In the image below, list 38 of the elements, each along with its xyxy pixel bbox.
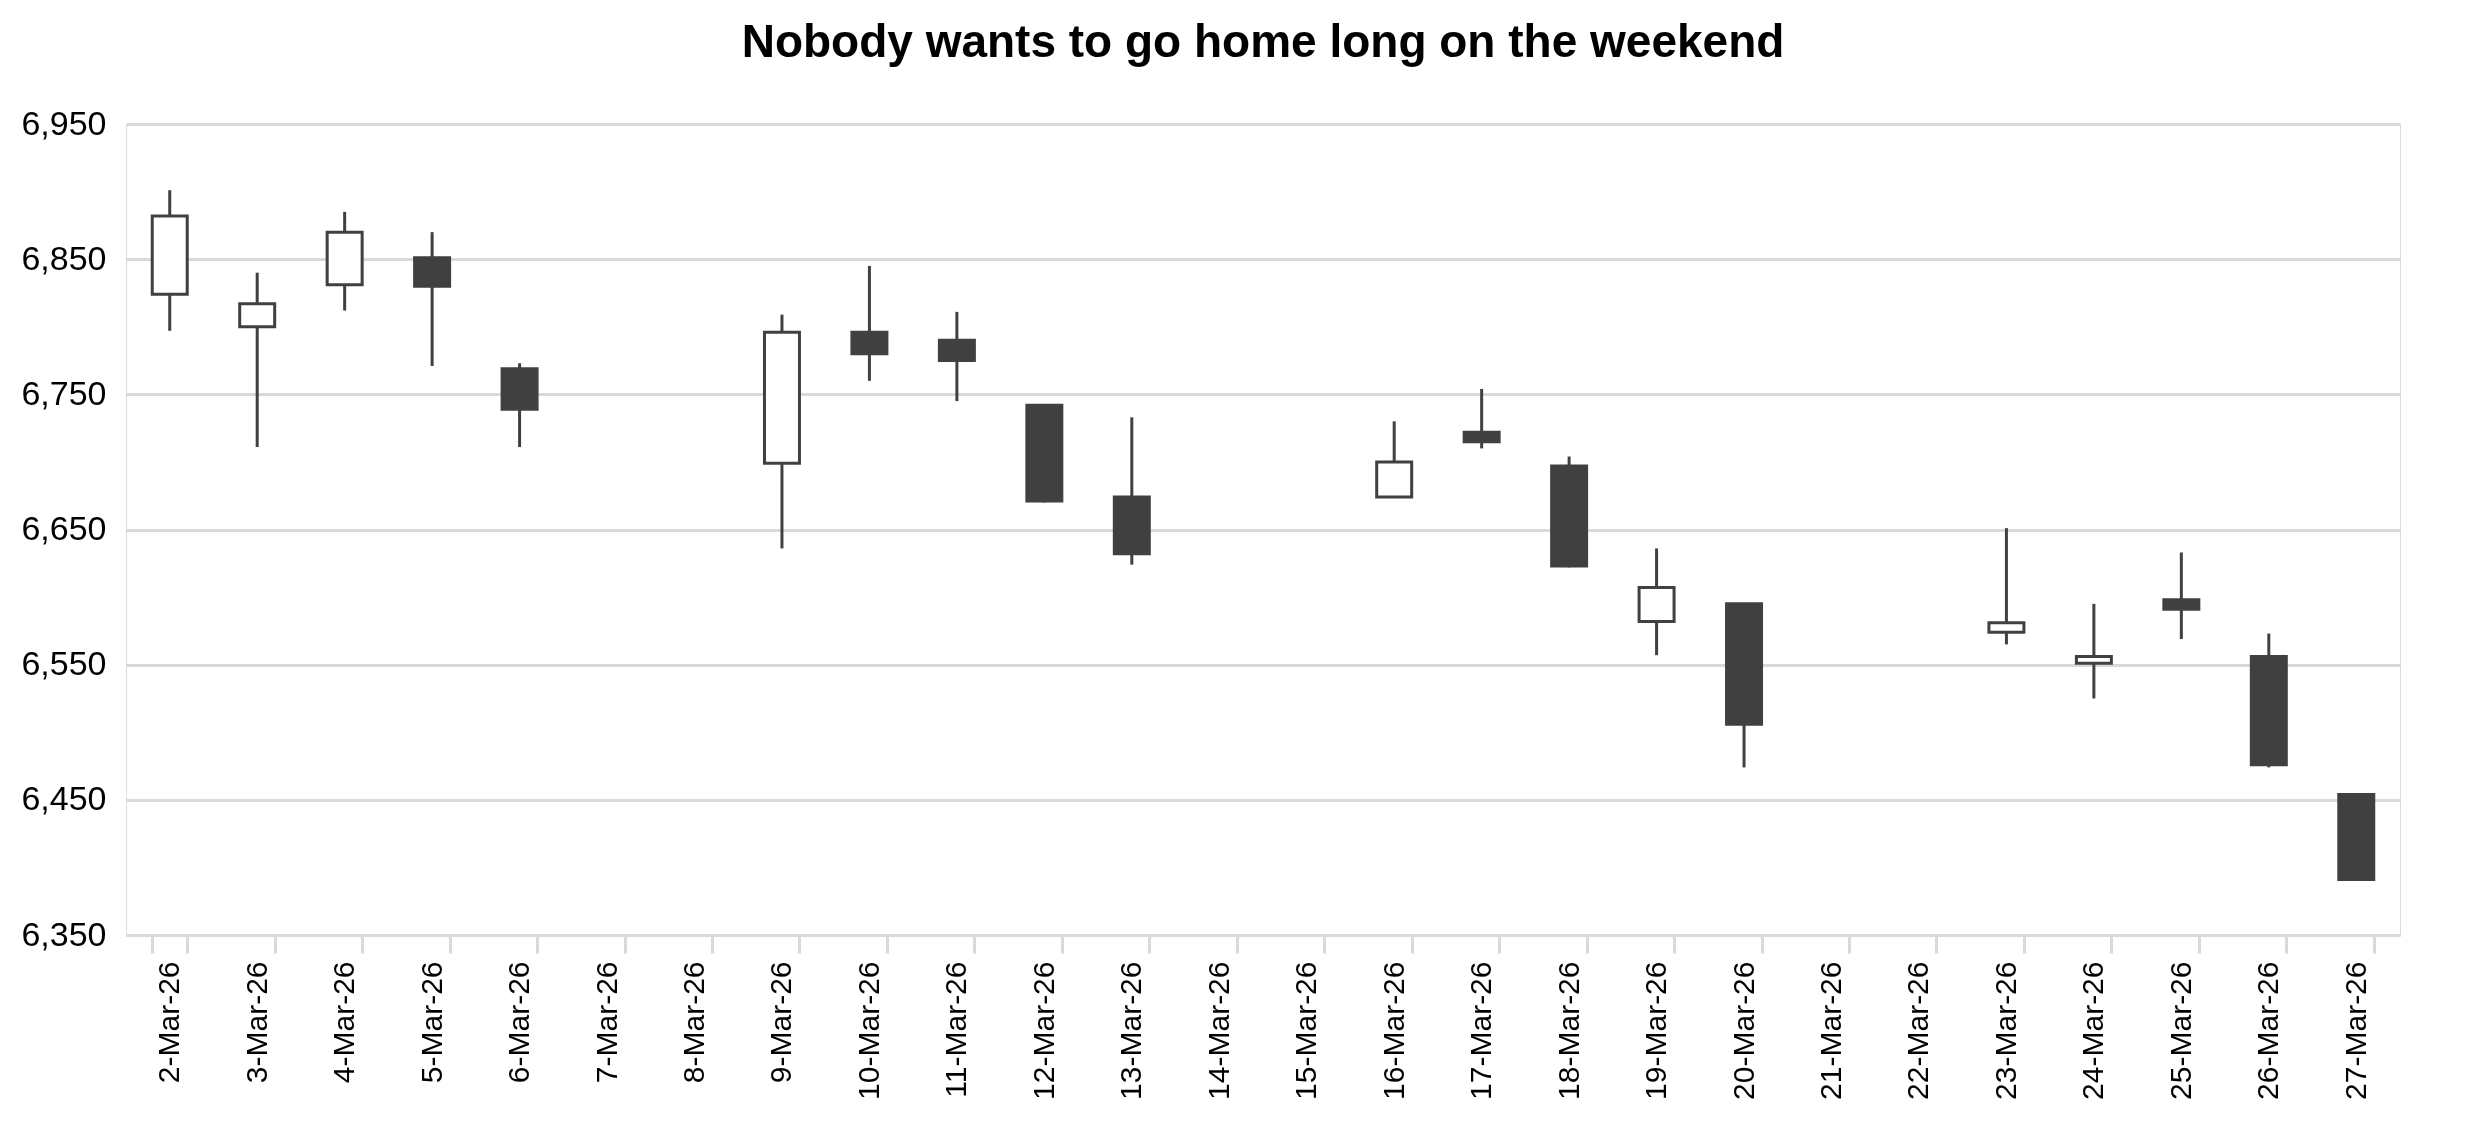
x-tick-label: 24-Mar-26	[2076, 961, 2110, 1100]
x-tick-label: 21-Mar-26	[1814, 961, 1847, 1100]
y-tick-label: 6,550	[21, 644, 107, 683]
x-tick-label: 5-Mar-26	[414, 961, 448, 1084]
x-tick-label: 7-Mar-26	[589, 961, 623, 1084]
x-tick-label: 22-Mar-26	[1901, 961, 1935, 1100]
x-tick-label: 27-Mar-26	[2338, 961, 2372, 1100]
x-tick-label: 25-Mar-26	[2163, 961, 2197, 1100]
y-tick-label: 6,850	[21, 238, 107, 277]
x-tick-label: 16-Mar-26	[1376, 961, 1410, 1100]
x-tick-label: 10-Mar-26	[851, 961, 885, 1100]
x-tick-label: 3-Mar-26	[239, 961, 273, 1084]
x-tick-label: 12-Mar-26	[1026, 961, 1060, 1100]
x-tick-label: 8-Mar-26	[677, 961, 710, 1084]
x-tick-label: 4-Mar-26	[327, 961, 361, 1084]
candlestick	[2074, 602, 2113, 699]
x-tick-label: 19-Mar-26	[1639, 961, 1673, 1100]
chart-title: Nobody wants to go home long on the weekend	[741, 15, 1785, 67]
x-tick-label: 9-Mar-26	[764, 961, 798, 1084]
y-tick-label: 6,450	[21, 779, 107, 818]
y-tick-label: 6,950	[21, 103, 107, 142]
x-tick-label: 17-Mar-26	[1464, 961, 1498, 1100]
candlestick	[1462, 387, 1501, 449]
x-tick-label: 14-Mar-26	[1201, 961, 1235, 1100]
x-tick-label: 18-Mar-26	[1551, 961, 1585, 1100]
x-tick-label: 13-Mar-26	[1114, 961, 1148, 1100]
candlestick	[1987, 528, 2026, 645]
x-tick-label: 20-Mar-26	[1726, 961, 1760, 1100]
y-tick-label: 6,650	[21, 509, 107, 547]
x-tick-label: 15-Mar-26	[1289, 961, 1323, 1100]
candlestick	[2162, 552, 2201, 639]
y-tick-label: 6,750	[21, 373, 107, 412]
x-tick-label: 11-Mar-26	[939, 961, 973, 1098]
x-tick-label: 6-Mar-26	[502, 961, 536, 1084]
y-tick-label: 6,350	[21, 914, 107, 953]
x-tick-label: 23-Mar-26	[1988, 961, 2022, 1100]
x-tick-label: 2-Mar-26	[152, 961, 186, 1084]
x-tick-label: 26-Mar-26	[2251, 961, 2285, 1100]
